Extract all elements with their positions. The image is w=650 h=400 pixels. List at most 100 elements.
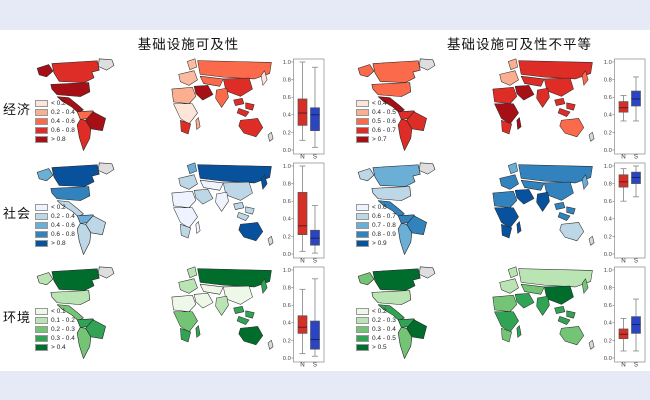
boxplot: 1.0 0.8 0.6 0.4 0.2 0.0 N S: [604, 162, 646, 265]
y-tick-label: 0.0: [283, 252, 291, 258]
region-central-africa: [173, 311, 198, 333]
y-tick-label: 0.2: [283, 234, 291, 240]
legend-label: 0.4 - 0.5: [372, 334, 396, 342]
americas-map-wrap: < 0.2 0.2 - 0.3 0.3 - 0.4 0.4 - 0.5 > 0.5: [355, 264, 455, 368]
legend-swatch: [356, 317, 369, 325]
americas-map-wrap: < 0.6 0.6 - 0.7 0.7 - 0.8 0.8 - 0.9 > 0.9: [355, 160, 455, 264]
region-north-africa: [492, 294, 518, 313]
boxplot: 1.0 0.8 0.6 0.4 0.2 0.0 N S: [283, 266, 325, 369]
legend-swatch: [35, 308, 48, 316]
region-canada: [372, 164, 421, 187]
boxplot-wrap: 1.0 0.8 0.6 0.4 0.2 0.0 N S: [280, 160, 327, 264]
legend-swatch: [356, 335, 369, 343]
region-south-africa: [501, 223, 512, 239]
region-alaska: [36, 64, 54, 78]
region-central-africa: [494, 103, 519, 125]
region-canada: [51, 164, 100, 187]
legend-label: < 0.2: [51, 99, 66, 107]
region-brazil: [406, 319, 427, 339]
group-label: N: [621, 154, 625, 161]
region-sa-south: [76, 119, 92, 151]
region-russia: [197, 60, 272, 80]
region-usa: [371, 82, 412, 97]
legend-swatch: [356, 308, 369, 316]
y-tick-label: 0.0: [283, 148, 291, 154]
figure-row-0: 经济 < 0.2 0.2 - 0.4 0.4 - 0.6 0.6 - 0.8 > 0.8 1…: [0, 56, 650, 160]
group-label: N: [621, 258, 625, 265]
legend-item: 0.1 - 0.2: [35, 317, 75, 325]
region-europe: [499, 70, 519, 86]
boxplot-frame: [614, 266, 646, 363]
legend-item: 0.2 - 0.3: [356, 317, 396, 325]
world-map-wrap: [134, 160, 280, 264]
region-japan: [260, 278, 268, 294]
legend-item: 0.3 - 0.4: [35, 335, 75, 343]
legend-item: > 0.8: [35, 136, 75, 144]
y-tick-label: 0.4: [604, 321, 613, 327]
legend-label: > 0.9: [372, 239, 387, 247]
group-label: N: [621, 362, 625, 369]
legend-item: > 0.5: [356, 344, 396, 352]
box-N: [297, 192, 308, 235]
region-europe: [499, 278, 519, 294]
y-tick-label: 0.4: [604, 217, 613, 223]
group-label: S: [634, 362, 638, 369]
region-usa: [50, 290, 91, 305]
y-tick-label: 0.6: [604, 95, 612, 101]
legend-swatch: [35, 317, 48, 325]
legend-swatch: [356, 240, 369, 248]
americas-map: [357, 266, 436, 359]
region-sa-south: [76, 223, 92, 255]
group-label: N: [300, 362, 304, 369]
region-canada: [372, 60, 421, 83]
legend-label: 0.1 - 0.2: [51, 316, 75, 324]
region-europe: [499, 174, 519, 190]
region-se-asia: [554, 201, 576, 221]
region-greenland: [418, 162, 436, 175]
region-sa-south: [397, 119, 413, 151]
region-se-asia: [233, 201, 255, 221]
region-scandinavia: [186, 266, 197, 279]
y-tick-label: 0.8: [604, 286, 612, 292]
panel-r0-c0: < 0.2 0.2 - 0.4 0.4 - 0.6 0.6 - 0.8 > 0.8 1.0…: [34, 56, 329, 160]
legend-item: < 0.1: [35, 308, 75, 316]
legend-item: 0.8 - 0.9: [356, 231, 396, 239]
legend-swatch: [356, 100, 369, 108]
region-middle-east: [514, 85, 535, 101]
group-label: S: [634, 258, 638, 265]
americas-map-wrap: < 0.4 0.4 - 0.5 0.5 - 0.6 0.6 - 0.7 > 0.7: [355, 56, 455, 160]
legend-label: > 0.4: [51, 343, 66, 351]
region-central-africa: [173, 103, 198, 125]
y-tick-label: 0.0: [604, 356, 612, 362]
legend-item: 0.5 - 0.6: [356, 118, 396, 126]
region-scandinavia: [507, 58, 518, 71]
figure-row-2: 环境 < 0.1 0.1 - 0.2 0.2 - 0.3 0.3 - 0.4 > 0.4 1…: [0, 264, 650, 368]
world-map-wrap: [134, 56, 280, 160]
region-australia: [559, 222, 585, 242]
region-russia: [518, 268, 593, 288]
region-scandinavia: [507, 162, 518, 175]
legend-swatch: [35, 326, 48, 334]
americas-map-wrap: < 0.1 0.1 - 0.2 0.2 - 0.3 0.3 - 0.4 > 0.4: [34, 264, 134, 368]
region-brazil: [85, 215, 106, 235]
region-europe: [178, 70, 198, 86]
region-se-asia: [233, 305, 255, 325]
y-tick-label: 0.6: [283, 303, 291, 309]
map-legend: < 0.2 0.2 - 0.4 0.4 - 0.6 0.6 - 0.8 > 0.8: [35, 100, 75, 144]
region-central-asia: [520, 179, 545, 191]
legend-label: 0.2 - 0.3: [372, 316, 396, 324]
y-tick-label: 0.0: [604, 148, 612, 154]
region-new-zealand: [588, 235, 595, 246]
row-label: 环境: [2, 309, 31, 325]
figure-row-1: 社会 < 0.2 0.2 - 0.4 0.4 - 0.6 0.6 - 0.8 > 0.8 1…: [0, 160, 650, 264]
region-india: [536, 87, 550, 108]
panel-r1-c1: < 0.6 0.6 - 0.7 0.7 - 0.8 0.8 - 0.9 > 0.9 1.0…: [329, 160, 646, 264]
region-australia: [238, 118, 264, 138]
group-label: S: [313, 258, 317, 265]
y-tick-label: 0.6: [283, 95, 291, 101]
legend-label: 0.7 - 0.8: [372, 221, 396, 229]
map-legend: < 0.2 0.2 - 0.4 0.4 - 0.6 0.6 - 0.8 > 0.8: [35, 204, 75, 248]
legend-swatch: [356, 344, 369, 352]
region-new-zealand: [588, 131, 595, 142]
boxplot: 1.0 0.8 0.6 0.4 0.2 0.0 N S: [604, 266, 646, 369]
